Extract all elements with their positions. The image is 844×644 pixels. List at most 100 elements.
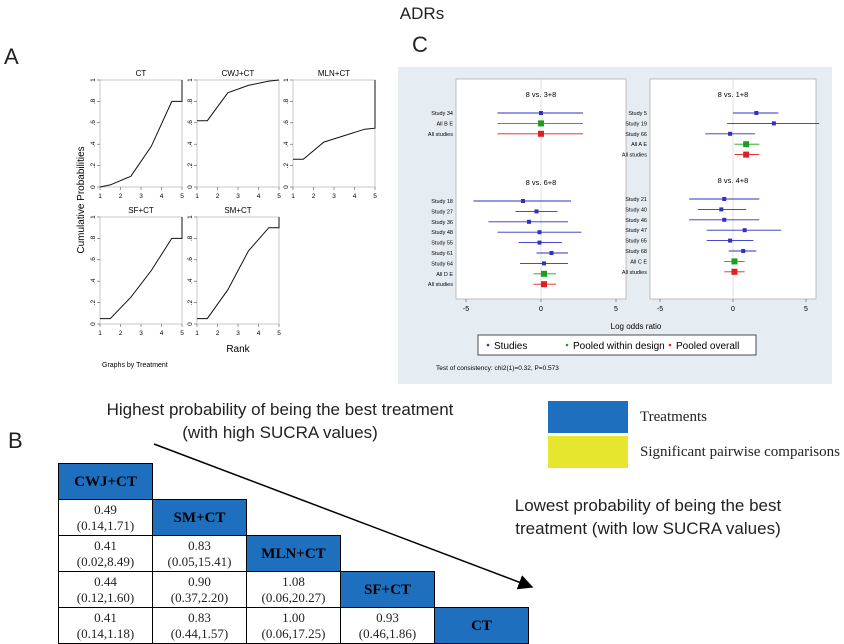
cumulative-line [100,217,183,320]
consistency-footnote: Test of consistency: chi2(1)=0.32, P=0.5… [436,365,559,372]
caption-low-line2: treatment (with low SUCRA values) [515,519,781,538]
comparison-estimate: 0.90 [188,573,211,589]
comparison-estimate: 0.93 [376,609,399,625]
x-tick-label: 5 [277,193,281,200]
x-axis-label: Rank [226,344,250,355]
y-tick-label: .6 [283,120,290,126]
forest-group-title: 8 vs. 3+8 [526,90,557,99]
y-tick-label: .4 [90,141,97,147]
x-tick-label: 5 [180,193,184,200]
x-tick-label: 3 [139,193,143,200]
league-empty-cell [435,500,529,536]
panel-b-letter: B [8,428,23,453]
y-tick-label: .4 [283,141,290,147]
forest-plot-panel: -5 0 5 8 vs. 3+8 Study 34 All B E All studies 8… [398,67,832,384]
y-tick-label: .2 [90,163,97,169]
y-axis-label: Cumulative Probabilities [76,146,87,253]
comparison-estimate: 0.49 [94,501,117,517]
x-tick-label: 3 [236,193,240,200]
league-table-row: 0.49 (0.14,1.71) SM+CT [58,499,529,536]
league-comparison-cell: 0.83 (0.44,1.57) [152,607,247,644]
forest-point-estimate [538,130,544,137]
forest-point-estimate [731,268,738,275]
forest-row-label: Study 40 [625,207,647,213]
panel-c-letter: C [412,32,428,57]
comparison-estimate: 0.41 [94,537,117,553]
league-comparison-cell: 0.83 (0.05,15.41) [152,535,247,572]
forest-group-title: 8 vs. 6+8 [526,178,557,187]
league-comparison-cell: 0.41 (0.14,1.18) [58,607,153,644]
y-tick-label: .2 [187,163,194,169]
forest-row-label: All A E [631,142,647,148]
league-table-row: CWJ+CT [58,463,529,500]
caption-high-line2: (with high SUCRA values) [182,423,378,442]
y-tick-label: .8 [90,235,97,241]
forest-point-estimate [537,240,542,245]
cumulative-line [293,80,376,160]
forest-point-estimate [527,219,531,224]
subplot-title: MLN+CT [318,69,350,78]
forest-row-label: All D E [436,272,453,278]
forest-row-label: Study 47 [625,228,647,234]
forest-column: -5 0 5 8 vs. 3+8 Study 34 All B E All studies 8… [428,78,627,313]
y-tick-label: .6 [90,257,97,263]
main-title: ADRs [399,4,445,23]
forest-legend-label: Studies [494,341,527,352]
subplot-title: SF+CT [128,206,154,215]
forest-row-label: Study 65 [625,239,647,245]
x-tick-label: 4 [257,330,261,337]
sucra-subplot: CWJ+CT 0 .2 .4 .6 .8 1 1 2 3 4 5 [187,69,281,200]
y-tick-label: .6 [187,257,194,263]
y-tick-label: 1 [90,78,97,82]
y-tick-label: .6 [187,120,194,126]
forest-row-label: Study 46 [625,218,647,224]
y-tick-label: 0 [283,185,290,189]
cumulative-line [99,80,183,188]
league-comparison-cell: 0.49 (0.14,1.71) [58,499,153,536]
y-tick-label: 1 [187,215,194,219]
forest-point-estimate [549,251,554,255]
forest-row-label: All studies [622,270,647,276]
comparison-ci: (0.46,1.86) [358,625,417,641]
league-table-row: 0.41 (0.14,1.18) 0.83 (0.44,1.57) 1.00 (0.06,… [58,607,529,644]
forest-legend-marker [668,343,672,347]
comparison-ci: (0.06,20.27) [261,589,326,605]
x-tick-label: 1 [98,193,102,200]
sucra-subplot: SF+CT 0 .2 .4 .6 .8 1 1 2 3 4 5 [90,206,184,337]
forest-row-label: Study 34 [431,111,453,117]
y-tick-label: 1 [283,78,290,82]
x-tick-label: 3 [139,330,143,337]
forest-row-label: Study 5 [628,111,647,117]
x-tick-label: 3 [236,330,240,337]
forest-x-tick-label: -5 [657,306,663,313]
league-treatment-cell: SM+CT [152,499,247,536]
x-tick-label: 1 [195,193,199,200]
diagonal-arrow [153,443,534,590]
x-tick-label: 4 [160,330,164,337]
league-treatment-cell: CT [434,607,529,644]
forest-point-estimate [728,131,733,136]
forest-group-title: 8 vs. 4+8 [718,176,749,185]
forest-row-label: Study 19 [625,121,647,127]
forest-point-estimate [731,258,738,265]
x-tick-label: 2 [119,193,123,200]
y-tick-label: .4 [90,278,97,284]
forest-row-label: Study 21 [625,197,647,203]
sucra-subplot: CT 0 .2 .4 .6 .8 1 1 2 3 4 5 [90,69,184,200]
x-tick-label: 1 [98,330,102,337]
forest-point-estimate [742,228,747,233]
arrow-line [153,443,534,590]
y-tick-label: 1 [90,215,97,219]
y-tick-label: 0 [90,185,97,189]
league-comparison-cell: 0.44 (0.12,1.60) [58,571,153,608]
league-empty-cell [341,536,435,572]
subplot-title: CT [136,69,147,78]
comparison-estimate: 0.44 [94,573,117,589]
comparison-ci: (0.14,1.71) [76,517,135,533]
y-tick-label: 0 [187,185,194,189]
forest-point-estimate [541,281,547,288]
x-tick-label: 4 [353,193,357,200]
forest-row-label: Study 64 [431,261,453,267]
forest-point-estimate [741,249,746,253]
league-comparison-cell: 0.93 (0.46,1.86) [340,607,435,644]
